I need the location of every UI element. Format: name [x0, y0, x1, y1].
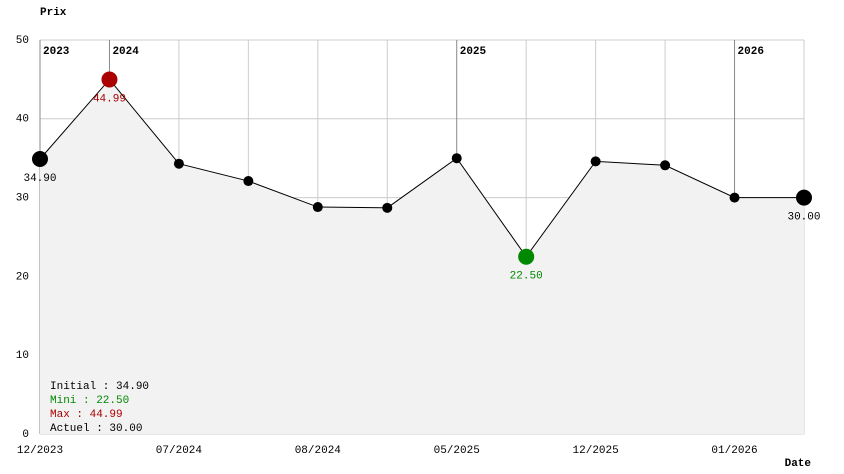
data-point — [796, 189, 812, 206]
data-point — [518, 248, 535, 265]
year-label: 2025 — [460, 46, 487, 58]
summary-line: Actuel : 30.00 — [50, 423, 142, 435]
data-point — [660, 160, 671, 171]
x-tick-label: 07/2024 — [156, 445, 203, 457]
data-point — [312, 202, 323, 213]
value-label: 34.90 — [23, 173, 56, 185]
summary-line: Max : 44.99 — [50, 409, 123, 421]
year-label: 2024 — [112, 46, 139, 58]
data-point — [32, 150, 48, 167]
year-label: 2026 — [738, 46, 764, 58]
y-tick-label: 30 — [16, 193, 29, 205]
x-tick-label: 12/2023 — [17, 445, 63, 457]
y-tick-label: 10 — [16, 350, 29, 362]
x-axis-label: Date — [785, 458, 812, 470]
y-axis-label: Prix — [40, 7, 67, 19]
data-point — [173, 158, 184, 169]
summary-line: Mini : 22.50 — [50, 395, 129, 407]
data-point — [590, 156, 601, 167]
summary-line: Initial : 34.90 — [50, 381, 149, 393]
value-label: 30.00 — [787, 212, 820, 224]
data-point — [101, 71, 118, 88]
data-point — [382, 202, 393, 213]
area — [40, 79, 804, 435]
data-point — [451, 153, 462, 164]
data-point — [243, 176, 254, 187]
x-tick-label: 12/2025 — [573, 445, 619, 457]
data-point — [729, 192, 740, 203]
y-tick-label: 20 — [16, 271, 29, 283]
x-tick-label: 05/2025 — [434, 445, 480, 457]
y-tick-label: 0 — [22, 429, 29, 441]
x-tick-label: 08/2024 — [295, 445, 342, 457]
y-tick-label: 50 — [16, 35, 29, 47]
year-label: 2023 — [43, 46, 70, 58]
value-label: 22.50 — [510, 271, 543, 283]
price-line — [39, 78, 804, 258]
y-tick-label: 40 — [16, 114, 29, 126]
x-tick-label: 01/2026 — [711, 445, 757, 457]
value-label: 44.99 — [93, 93, 126, 105]
